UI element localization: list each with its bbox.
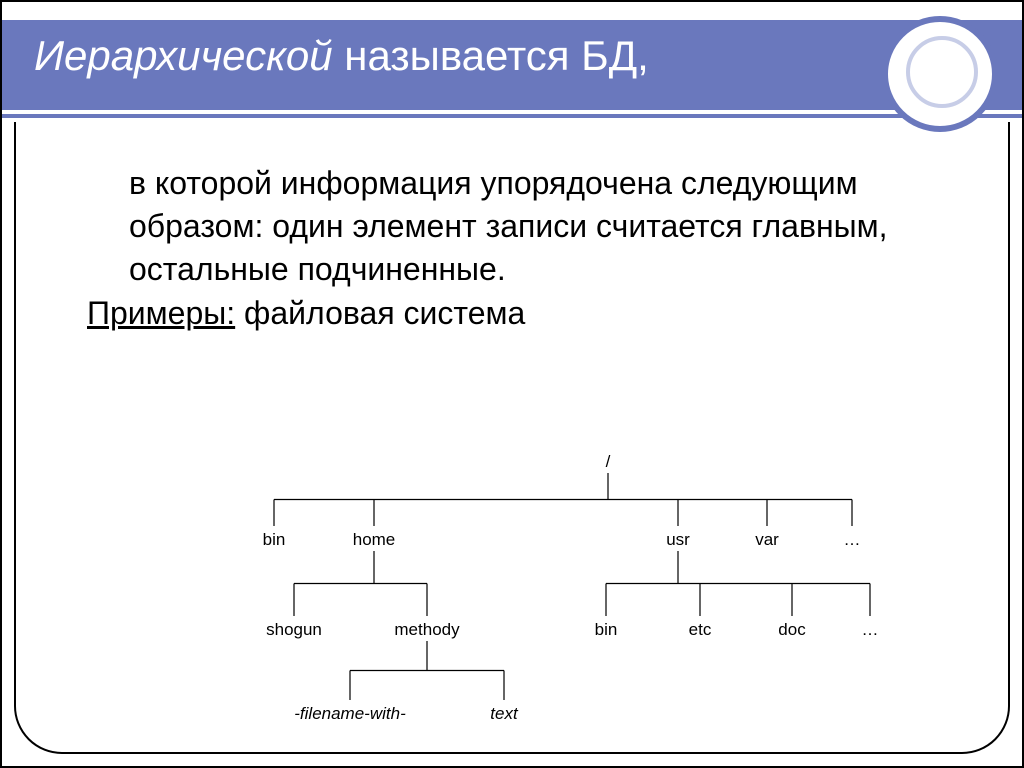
tree-node-bin2: bin xyxy=(595,620,618,640)
ornament-circle-inner xyxy=(906,36,978,108)
tree-node-var: var xyxy=(755,530,779,550)
examples-text: файловая система xyxy=(235,295,525,331)
tree-node-home: home xyxy=(353,530,396,550)
tree-node-usr: usr xyxy=(666,530,690,550)
tree-node-fn: -filename-with- xyxy=(294,704,405,724)
tree-node-bin: bin xyxy=(263,530,286,550)
body-paragraph: в которой информация упорядочена следующ… xyxy=(129,162,962,292)
tree-edges-svg xyxy=(202,442,922,732)
tree-node-dots2: … xyxy=(862,620,879,640)
tree-node-text: text xyxy=(490,704,517,724)
examples-line: Примеры: файловая система xyxy=(87,292,962,335)
title-italic: Иерархической xyxy=(34,32,333,79)
slide-title: Иерархической называется БД, xyxy=(34,32,649,80)
slide: Иерархической называется БД, в которой и… xyxy=(0,0,1024,768)
examples-label: Примеры: xyxy=(87,295,235,331)
tree-node-root: / xyxy=(606,452,611,472)
filesystem-tree-diagram: / bin home usr var … shogun methody bin etc doc … -f… xyxy=(202,442,922,732)
tree-node-methody: methody xyxy=(394,620,459,640)
tree-node-dots1: … xyxy=(844,530,861,550)
title-regular: называется БД, xyxy=(333,32,649,79)
tree-node-shogun: shogun xyxy=(266,620,322,640)
tree-node-etc: etc xyxy=(689,620,712,640)
slide-body: в которой информация упорядочена следующ… xyxy=(87,162,962,335)
tree-node-doc: doc xyxy=(778,620,805,640)
title-bar-underline xyxy=(2,114,1022,118)
